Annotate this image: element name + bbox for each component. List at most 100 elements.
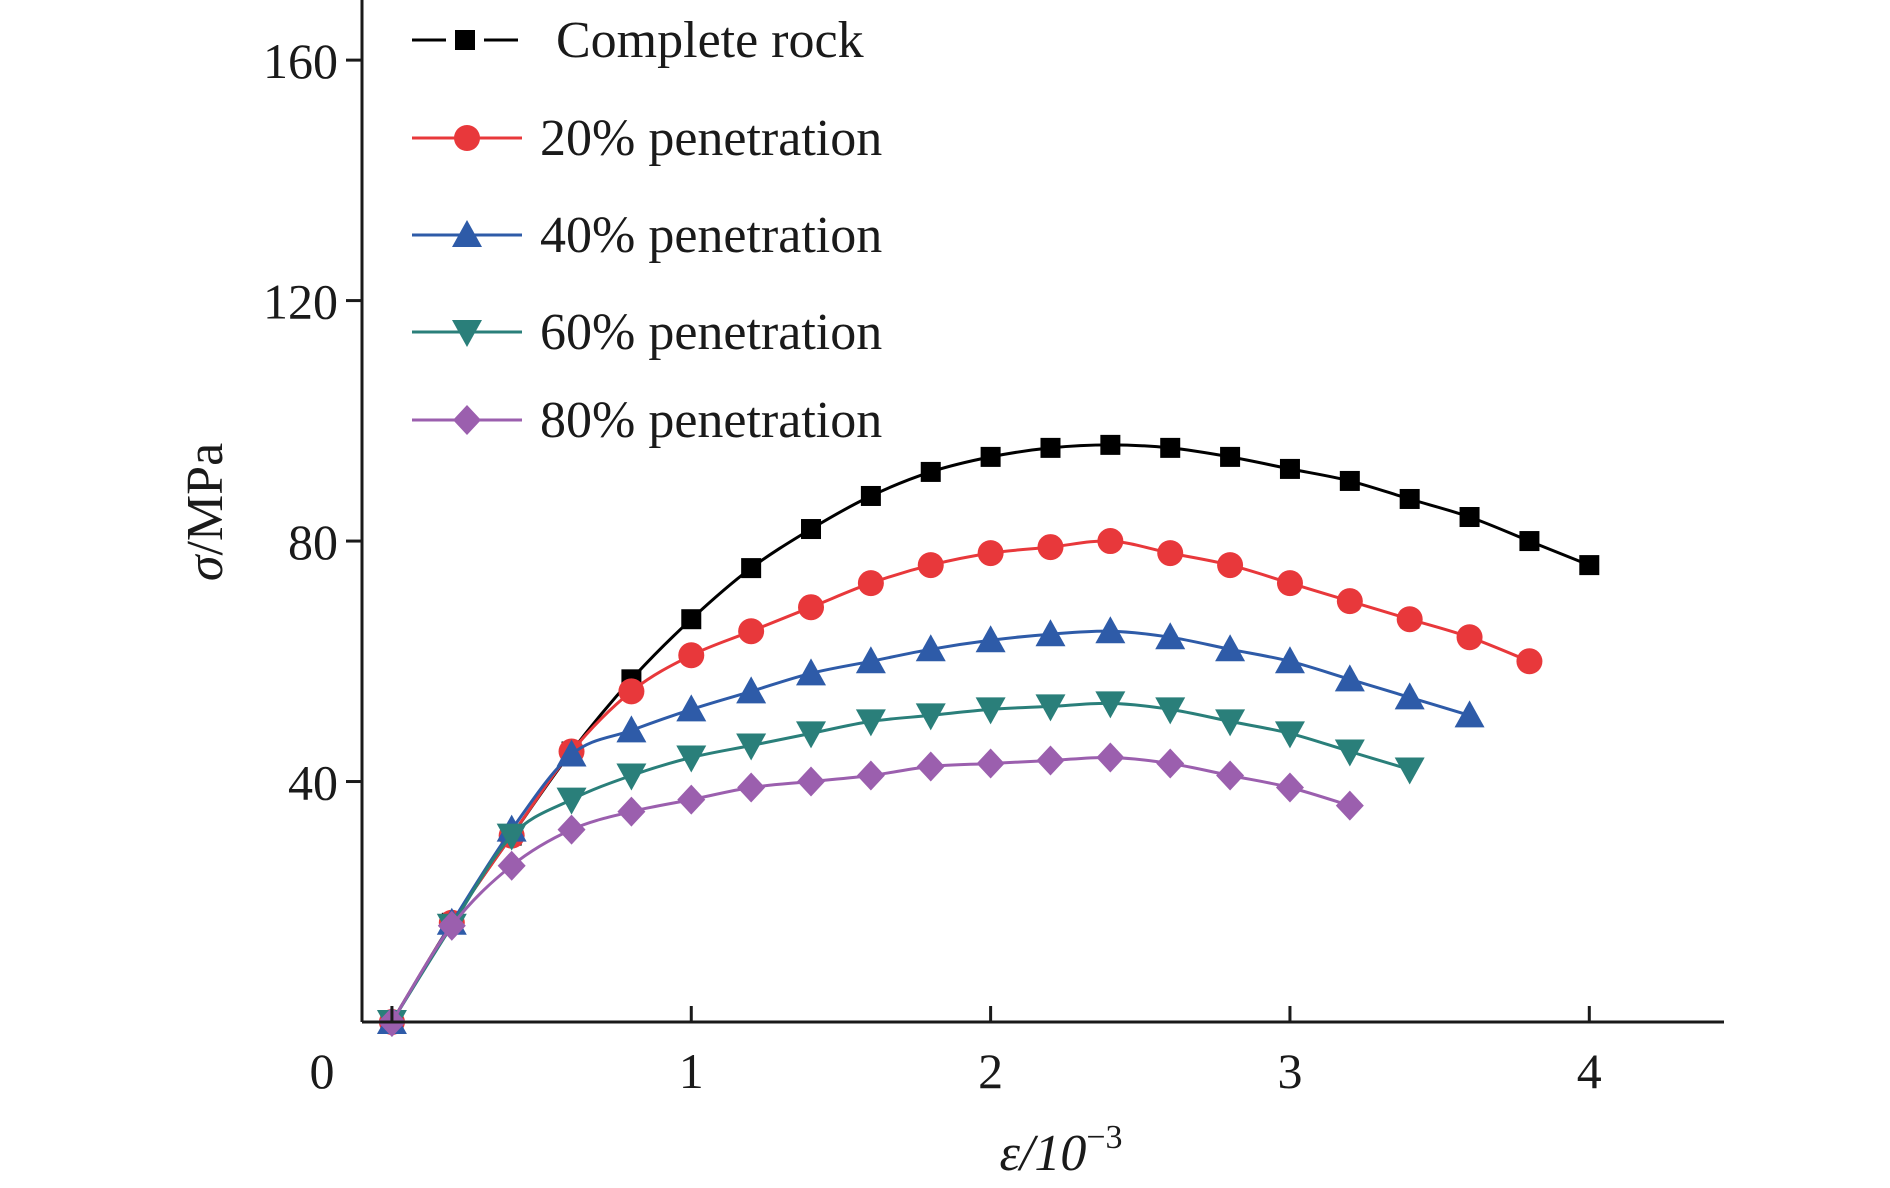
data-point-marker <box>1454 700 1485 728</box>
data-point-marker <box>618 678 645 705</box>
data-point-marker <box>980 446 1001 467</box>
data-point-marker <box>856 760 885 791</box>
data-point-marker <box>557 814 586 845</box>
data-point-marker <box>1096 742 1125 773</box>
data-point-marker <box>736 676 767 704</box>
data-point-marker <box>1516 648 1543 675</box>
data-point-marker <box>616 715 647 743</box>
data-point-marker <box>1217 552 1244 579</box>
data-point-marker <box>1160 437 1181 458</box>
data-point-marker <box>1097 528 1124 555</box>
legend-marker <box>454 125 480 151</box>
data-point-marker <box>1396 606 1423 633</box>
data-point-marker <box>1036 745 1065 776</box>
data-point-marker <box>1579 555 1600 576</box>
data-point-marker <box>737 772 766 803</box>
series-4 <box>377 742 1364 1037</box>
data-point-marker <box>681 609 702 630</box>
data-point-marker <box>860 485 881 506</box>
data-point-marker <box>1156 748 1185 779</box>
data-point-marker <box>796 721 827 749</box>
data-point-marker <box>678 642 705 669</box>
data-point-marker <box>917 552 944 579</box>
data-point-marker <box>975 625 1006 653</box>
legend-marker <box>452 220 482 247</box>
data-point-marker <box>1035 619 1066 647</box>
data-point-marker <box>736 733 767 761</box>
data-point-marker <box>855 709 886 737</box>
y-tick-label: 120 <box>263 274 338 330</box>
legend-item: Complete rock <box>412 12 864 69</box>
data-point-marker <box>1095 616 1126 644</box>
data-point-marker <box>1220 446 1241 467</box>
series-line <box>390 443 1590 1023</box>
data-point-marker <box>676 745 707 773</box>
legend-item: 20% penetration <box>412 110 882 167</box>
legend-item: 40% penetration <box>412 207 882 264</box>
data-point-marker <box>1334 664 1365 692</box>
data-point-marker <box>1519 531 1540 552</box>
x-tick-label: 0 <box>310 1043 335 1099</box>
data-point-marker <box>1399 488 1420 509</box>
y-tick-label: 160 <box>263 33 338 89</box>
y-tick-label: 40 <box>288 755 338 811</box>
data-point-marker <box>1037 534 1064 561</box>
data-point-marker <box>741 558 762 579</box>
data-point-marker <box>1274 646 1305 674</box>
x-tick-label: 2 <box>978 1043 1003 1099</box>
data-point-marker <box>801 519 822 540</box>
x-tick-label: 4 <box>1577 1043 1602 1099</box>
data-point-marker <box>677 784 706 815</box>
data-point-marker <box>796 658 827 686</box>
legend-marker <box>453 405 481 435</box>
data-point-marker <box>437 910 466 941</box>
ticks: 0 1 2 3 4 40 80 120 160 <box>263 33 1602 1099</box>
data-point-marker <box>1215 634 1246 662</box>
series-2 <box>376 616 1485 1034</box>
x-axis-label-main: ε/10 <box>999 1125 1086 1182</box>
data-point-marker <box>916 751 945 782</box>
legend-label: 20% penetration <box>540 110 882 167</box>
data-point-marker <box>1275 772 1304 803</box>
data-point-marker <box>797 766 826 797</box>
data-point-marker <box>1335 790 1364 821</box>
series-line <box>390 539 1530 1023</box>
data-point-marker <box>738 618 765 645</box>
data-point-marker <box>857 570 884 597</box>
legend: Complete rock 20% penetration 40% penetrat… <box>412 12 882 449</box>
data-point-marker <box>1155 622 1186 650</box>
x-axis-label: ε/10−3 <box>999 1119 1122 1182</box>
series-line <box>390 701 1411 1023</box>
legend-marker <box>452 320 482 347</box>
data-point-marker <box>1100 434 1121 455</box>
data-point-marker <box>1157 540 1184 567</box>
legend-item: 60% penetration <box>412 304 882 361</box>
y-axis-label: σ/MPa <box>177 443 234 581</box>
data-point-marker <box>1216 760 1245 791</box>
y-axis-label-symbol: σ <box>177 553 234 581</box>
data-point-marker <box>915 634 946 662</box>
data-point-marker <box>1274 721 1305 749</box>
data-point-marker <box>976 748 1005 779</box>
data-point-marker <box>556 787 587 815</box>
series-1 <box>378 528 1543 1035</box>
data-point-marker <box>1035 694 1066 722</box>
legend-label: 40% penetration <box>540 207 882 264</box>
series-line <box>390 629 1471 1023</box>
y-tick-label: 80 <box>288 514 338 570</box>
legend-label: 80% penetration <box>540 392 882 449</box>
data-point-marker <box>1339 470 1360 491</box>
y-axis-label-unit: /MPa <box>177 443 234 556</box>
data-point-marker <box>1459 507 1480 528</box>
data-point-marker <box>915 703 946 731</box>
data-point-marker <box>1394 682 1425 710</box>
data-point-marker <box>975 697 1006 725</box>
data-point-marker <box>676 694 707 722</box>
data-point-marker <box>1394 757 1425 785</box>
axes <box>360 0 1724 1024</box>
data-point-marker <box>1336 588 1363 615</box>
data-point-marker <box>1095 691 1126 719</box>
data-point-marker <box>1279 458 1300 479</box>
x-tick-label: 1 <box>679 1043 704 1099</box>
